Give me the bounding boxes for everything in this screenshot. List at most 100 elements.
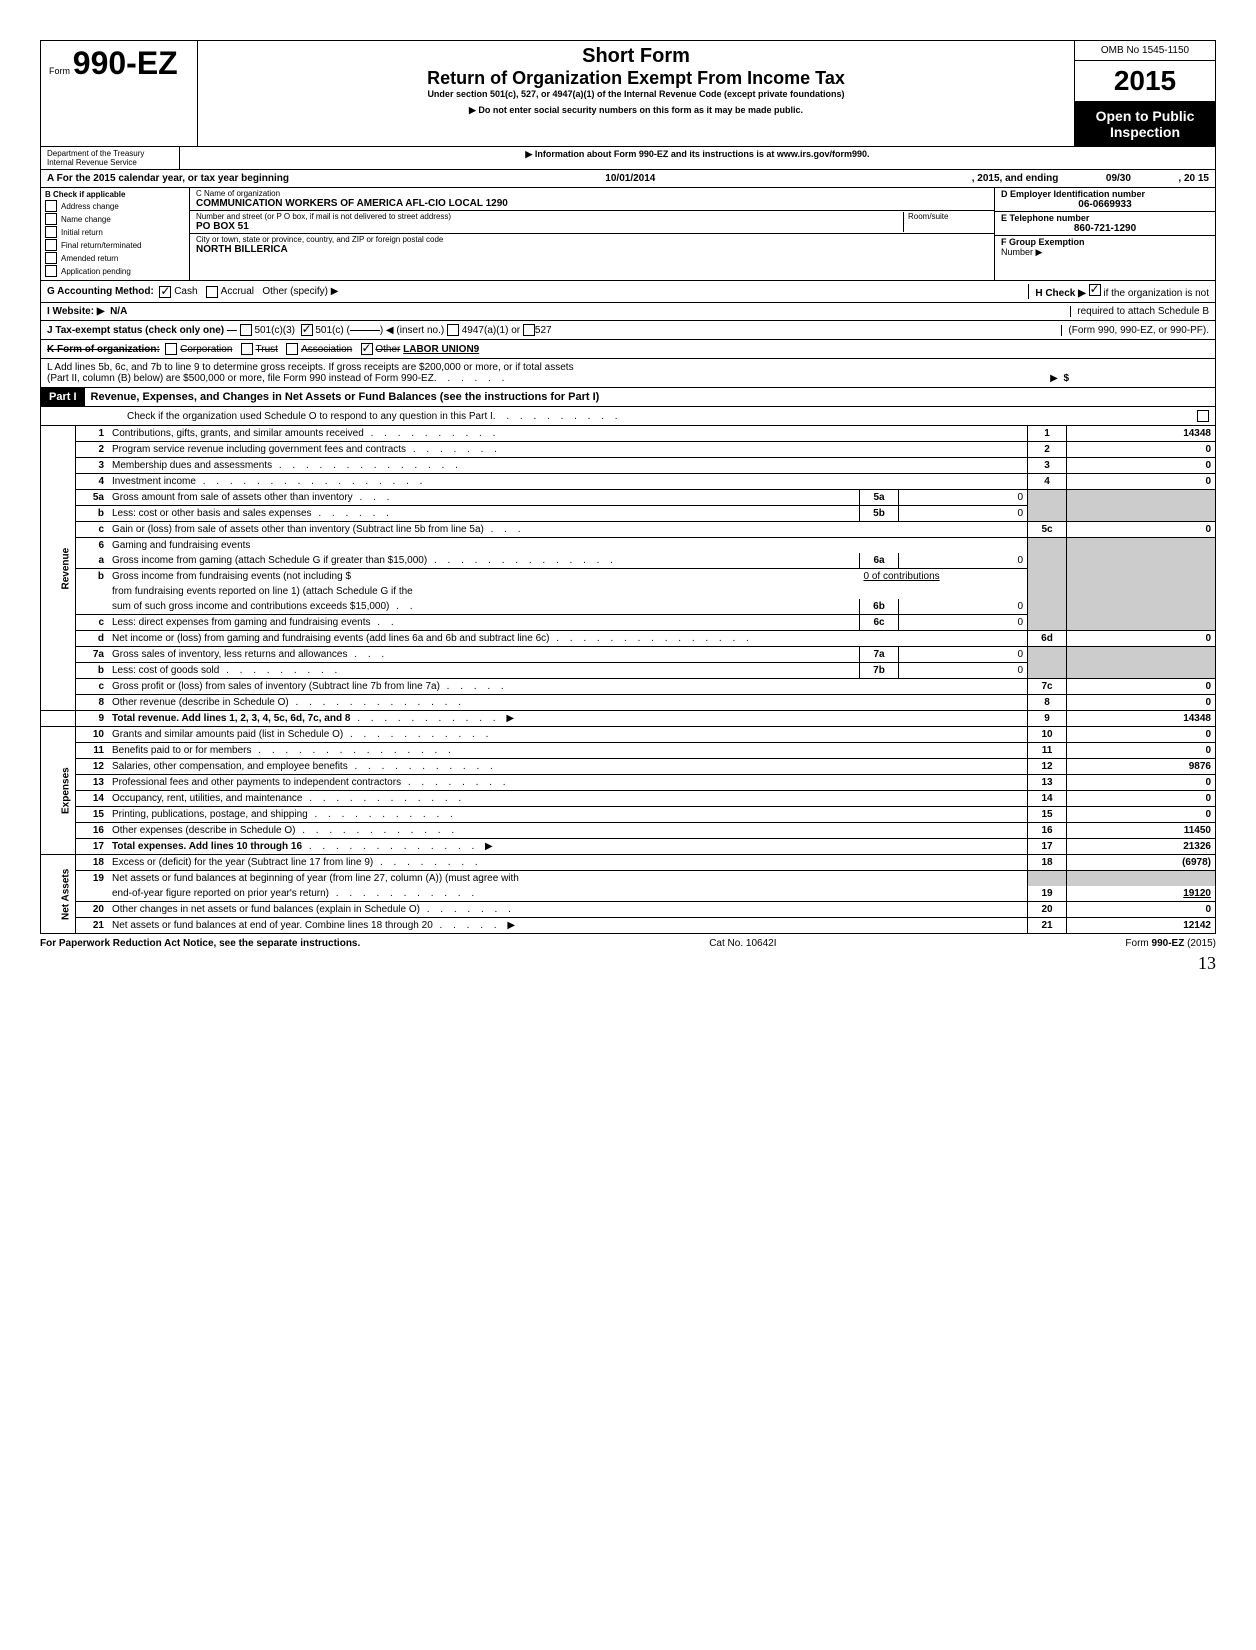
line-8-box: 8 [1028, 695, 1067, 711]
line-20-val: 0 [1067, 902, 1216, 918]
line-12-desc: Salaries, other compensation, and employ… [112, 761, 348, 772]
line-5c-num: c [76, 522, 109, 538]
subtext-1: ▶ Do not enter social security numbers o… [206, 105, 1066, 116]
line-5b-subval: 0 [899, 506, 1028, 522]
4947-label: 4947(a)(1) or [462, 325, 520, 336]
line-5c-val: 0 [1067, 522, 1216, 538]
line-13-num: 13 [76, 775, 109, 791]
line-15-desc: Printing, publications, postage, and shi… [112, 809, 308, 820]
line-1-desc: Contributions, gifts, grants, and simila… [112, 428, 364, 439]
row-line-3: 3 Membership dues and assessments . . . … [41, 458, 1216, 474]
row-line-9: 9 Total revenue. Add lines 1, 2, 3, 4, 5… [41, 711, 1216, 727]
line-18-box: 18 [1028, 855, 1067, 871]
row-line-5c: c Gain or (loss) from sale of assets oth… [41, 522, 1216, 538]
h-text-2: if the organization is not [1103, 288, 1209, 299]
line-19-desc-1: Net assets or fund balances at beginning… [112, 873, 519, 884]
check-address-label: Address change [61, 202, 119, 211]
short-form-title: Short Form [206, 45, 1066, 68]
row-l: L Add lines 5b, 6c, and 7b to line 9 to … [40, 359, 1216, 388]
org-column: C Name of organization COMMUNICATION WOR… [190, 188, 994, 280]
line-21-val: 12142 [1067, 918, 1216, 934]
h-text-3: required to attach Schedule B [1070, 306, 1209, 317]
line-6-num: 6 [76, 538, 109, 554]
line-7b-desc: Less: cost of goods sold [112, 665, 219, 676]
line-5b-desc: Less: cost or other basis and sales expe… [112, 508, 312, 519]
check-corp[interactable] [165, 343, 177, 355]
check-trust[interactable] [241, 343, 253, 355]
row-line-20: 20 Other changes in net assets or fund b… [41, 902, 1216, 918]
line-15-box: 15 [1028, 807, 1067, 823]
check-other[interactable] [361, 343, 373, 355]
inspection-line-1: Open to Public [1096, 108, 1195, 124]
cat-number: Cat No. 10642I [709, 938, 776, 949]
line-6b-sub: 6b [860, 599, 899, 615]
check-final[interactable] [45, 239, 57, 251]
insert-label: ) ◀ (insert no.) [380, 325, 444, 336]
assoc-label: Association [301, 344, 352, 355]
line-18-val: (6978) [1067, 855, 1216, 871]
check-address[interactable] [45, 200, 57, 212]
line-7c-val: 0 [1067, 679, 1216, 695]
check-column: B Check if applicable Address change Nam… [41, 188, 190, 280]
k-label: K Form of organization: [47, 344, 160, 355]
check-initial-label: Initial return [61, 228, 103, 237]
return-title: Return of Organization Exempt From Incom… [206, 68, 1066, 89]
check-final-label: Final return/terminated [61, 241, 141, 250]
check-pending-label: Application pending [61, 267, 131, 276]
check-amended[interactable] [45, 252, 57, 264]
line-16-num: 16 [76, 823, 109, 839]
check-pending[interactable] [45, 265, 57, 277]
row-line-15: 15 Printing, publications, postage, and … [41, 807, 1216, 823]
check-assoc[interactable] [286, 343, 298, 355]
h-text-1: H Check ▶ [1035, 288, 1085, 299]
header-row: Form 990-EZ Short Form Return of Organiz… [40, 40, 1216, 147]
line-7c-box: 7c [1028, 679, 1067, 695]
check-501c3[interactable] [240, 324, 252, 336]
check-h[interactable] [1089, 284, 1101, 296]
dept-box: Department of the Treasury Internal Reve… [40, 147, 180, 170]
check-cash[interactable] [159, 286, 171, 298]
part-1-title: Revenue, Expenses, and Changes in Net As… [85, 388, 606, 406]
form-label: Form [49, 66, 70, 76]
check-527[interactable] [523, 324, 535, 336]
check-initial[interactable] [45, 226, 57, 238]
org-name: COMMUNICATION WORKERS OF AMERICA AFL-CIO… [196, 198, 988, 209]
line-10-desc: Grants and similar amounts paid (list in… [112, 729, 343, 740]
row-line-11: 11 Benefits paid to or for members . . .… [41, 743, 1216, 759]
check-schedule-o[interactable] [1197, 410, 1209, 422]
line-6c-subval: 0 [899, 615, 1028, 631]
check-501c[interactable] [301, 324, 313, 336]
527-label: 527 [535, 325, 552, 336]
line-2-desc: Program service revenue including govern… [112, 444, 406, 455]
line-12-val: 9876 [1067, 759, 1216, 775]
line-9-val: 14348 [1067, 711, 1216, 727]
line-20-desc: Other changes in net assets or fund bala… [112, 904, 420, 915]
line-6d-num: d [76, 631, 109, 647]
line-6c-sub: 6c [860, 615, 899, 631]
check-accrual[interactable] [206, 286, 218, 298]
line-17-box: 17 [1028, 839, 1067, 855]
row-a-year: , 20 15 [1178, 173, 1209, 184]
line-19-num: 19 [76, 871, 109, 887]
check-name[interactable] [45, 213, 57, 225]
row-line-16: 16 Other expenses (describe in Schedule … [41, 823, 1216, 839]
line-1-val: 14348 [1067, 426, 1216, 442]
city-label: City or town, state or province, country… [196, 235, 988, 244]
row-line-4: 4 Investment income . . . . . . . . . . … [41, 474, 1216, 490]
l-text-1: L Add lines 5b, 6c, and 7b to line 9 to … [47, 362, 1209, 373]
line-5b-num: b [76, 506, 109, 522]
d-label: D Employer Identification number [1001, 189, 1209, 199]
row-line-7c: c Gross profit or (loss) from sales of i… [41, 679, 1216, 695]
l-arrow: ▶ [1050, 373, 1058, 384]
line-3-val: 0 [1067, 458, 1216, 474]
line-20-box: 20 [1028, 902, 1067, 918]
line-10-num: 10 [76, 727, 109, 743]
line-6c-num: c [76, 615, 109, 631]
l-text-2: (Part II, column (B) below) are $500,000… [47, 373, 434, 384]
row-k: K Form of organization: Corporation Trus… [40, 340, 1216, 359]
line-17-desc: Total expenses. Add lines 10 through 16 [112, 841, 302, 852]
netassets-side-label: Net Assets [41, 855, 76, 934]
check-4947[interactable] [447, 324, 459, 336]
other-value: LABOR UNION9 [403, 344, 479, 355]
line-7b-sub: 7b [860, 663, 899, 679]
